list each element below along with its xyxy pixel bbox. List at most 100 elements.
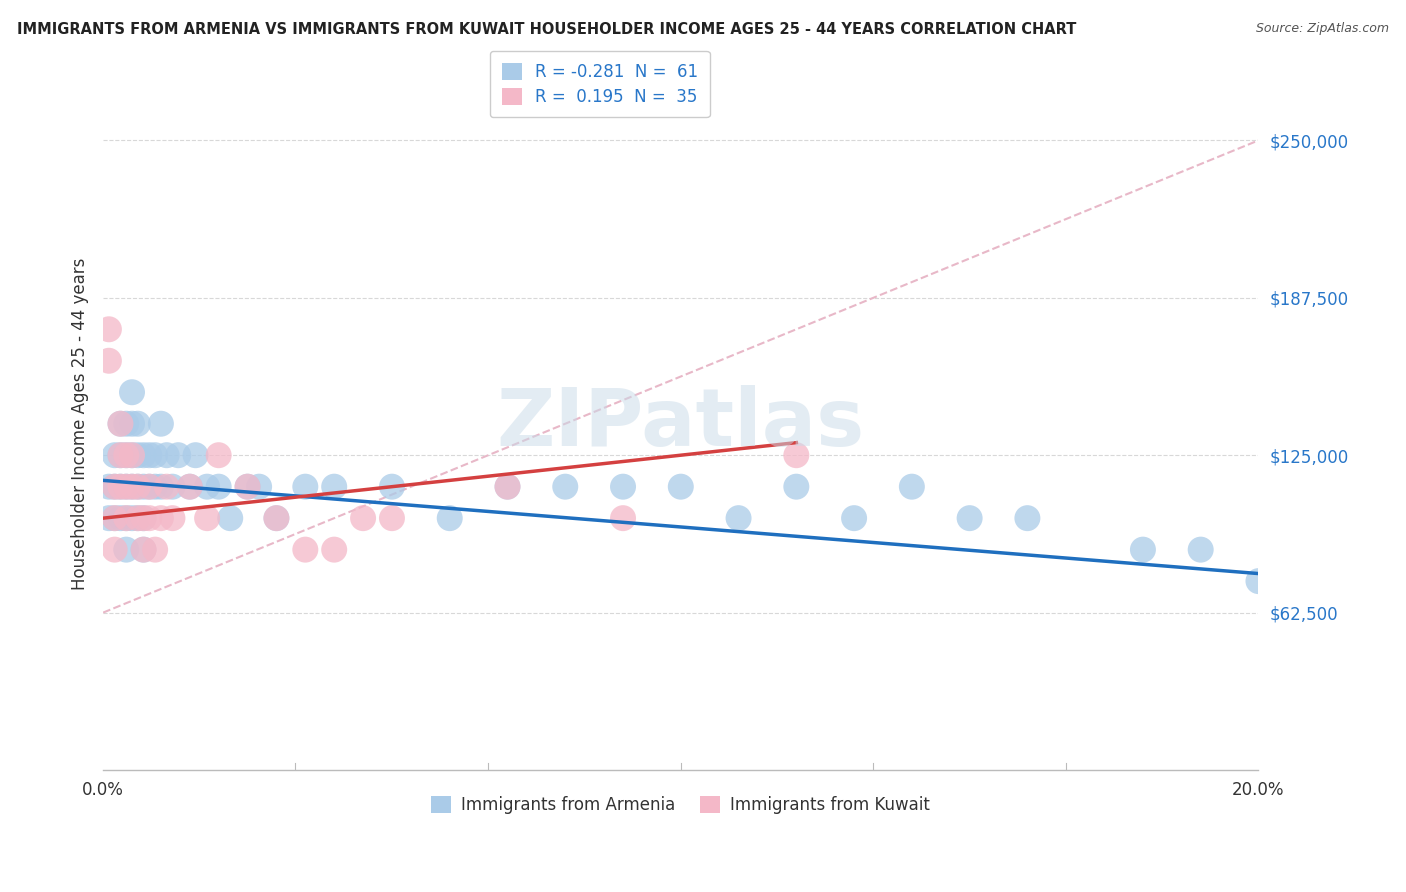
Point [132, 480, 155, 494]
Point [132, 542, 155, 557]
Point [149, 417, 172, 431]
Point [323, 542, 346, 557]
Point [97, 322, 120, 336]
Point [104, 480, 127, 494]
Point [785, 448, 807, 462]
Point [138, 480, 160, 494]
Point [554, 480, 576, 494]
Point [121, 480, 143, 494]
Point [294, 480, 316, 494]
Point [959, 511, 981, 525]
Point [195, 511, 218, 525]
Point [208, 480, 231, 494]
Point [110, 417, 132, 431]
Legend: Immigrants from Armenia, Immigrants from Kuwait: Immigrants from Armenia, Immigrants from… [422, 786, 941, 824]
Point [121, 417, 143, 431]
Text: ZIPatlas: ZIPatlas [496, 384, 865, 463]
Point [127, 448, 149, 462]
Point [104, 448, 127, 462]
Text: IMMIGRANTS FROM ARMENIA VS IMMIGRANTS FROM KUWAIT HOUSEHOLDER INCOME AGES 25 - 4: IMMIGRANTS FROM ARMENIA VS IMMIGRANTS FR… [17, 22, 1076, 37]
Point [132, 511, 155, 525]
Point [121, 448, 143, 462]
Text: Source: ZipAtlas.com: Source: ZipAtlas.com [1256, 22, 1389, 36]
Point [439, 511, 461, 525]
Point [156, 448, 179, 462]
Point [104, 511, 127, 525]
Point [143, 448, 166, 462]
Point [162, 480, 184, 494]
Point [381, 511, 404, 525]
Point [138, 448, 160, 462]
Point [266, 511, 288, 525]
Point [115, 448, 138, 462]
Point [1247, 574, 1270, 588]
Point [149, 511, 172, 525]
Point [785, 480, 807, 494]
Point [127, 511, 149, 525]
Point [1189, 542, 1212, 557]
Point [127, 480, 149, 494]
Point [219, 511, 242, 525]
Point [97, 480, 120, 494]
Point [97, 511, 120, 525]
Point [669, 480, 692, 494]
Point [842, 511, 865, 525]
Point [115, 511, 138, 525]
Point [104, 480, 127, 494]
Point [195, 480, 218, 494]
Point [110, 448, 132, 462]
Point [110, 448, 132, 462]
Point [323, 480, 346, 494]
Point [294, 542, 316, 557]
Y-axis label: Householder Income Ages 25 - 44 years: Householder Income Ages 25 - 44 years [72, 258, 89, 590]
Point [727, 511, 749, 525]
Point [179, 480, 201, 494]
Point [612, 511, 634, 525]
Point [266, 511, 288, 525]
Point [162, 511, 184, 525]
Point [110, 480, 132, 494]
Point [115, 511, 138, 525]
Point [496, 480, 519, 494]
Point [121, 385, 143, 400]
Point [496, 480, 519, 494]
Point [236, 480, 259, 494]
Point [901, 480, 924, 494]
Point [612, 480, 634, 494]
Point [1017, 511, 1039, 525]
Point [104, 511, 127, 525]
Point [121, 480, 143, 494]
Point [110, 480, 132, 494]
Point [208, 448, 231, 462]
Point [115, 480, 138, 494]
Point [127, 480, 149, 494]
Point [115, 480, 138, 494]
Point [127, 417, 149, 431]
Point [132, 542, 155, 557]
Point [121, 448, 143, 462]
Point [1132, 542, 1154, 557]
Point [115, 542, 138, 557]
Point [236, 480, 259, 494]
Point [352, 511, 374, 525]
Point [167, 448, 190, 462]
Point [132, 511, 155, 525]
Point [247, 480, 270, 494]
Point [132, 448, 155, 462]
Point [381, 480, 404, 494]
Point [143, 542, 166, 557]
Point [121, 511, 143, 525]
Point [97, 353, 120, 368]
Point [110, 511, 132, 525]
Point [138, 511, 160, 525]
Point [179, 480, 201, 494]
Point [115, 417, 138, 431]
Point [149, 480, 172, 494]
Point [104, 542, 127, 557]
Point [156, 480, 179, 494]
Point [110, 417, 132, 431]
Point [127, 511, 149, 525]
Point [184, 448, 207, 462]
Point [115, 448, 138, 462]
Point [143, 480, 166, 494]
